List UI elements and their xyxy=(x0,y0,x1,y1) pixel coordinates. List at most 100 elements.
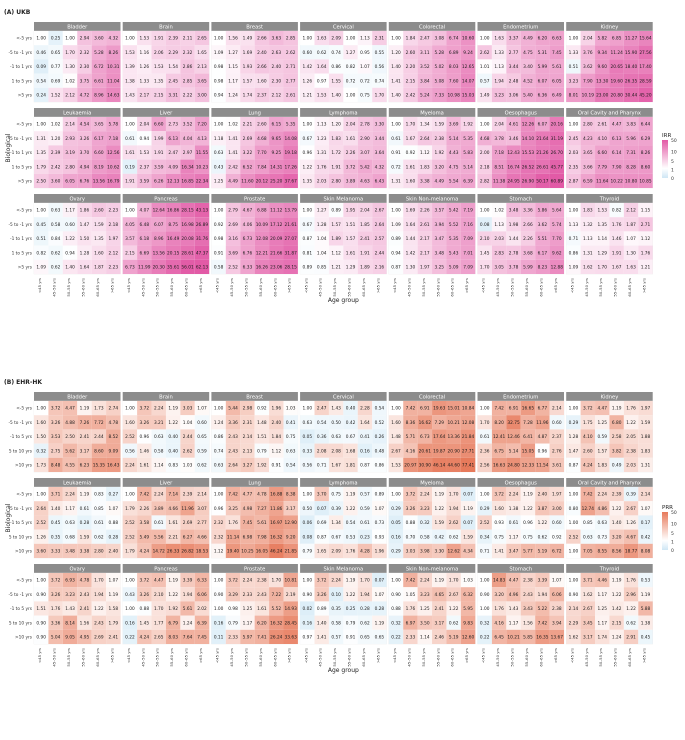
heat-cell xyxy=(62,203,78,218)
x-tick-label: <45 yrs xyxy=(37,278,42,293)
cell-label: 5.88 xyxy=(641,606,651,612)
heat-cell xyxy=(137,173,152,188)
heat-cell xyxy=(549,117,564,132)
heat-cell xyxy=(269,45,284,60)
cell-label: 2.26 xyxy=(346,150,356,156)
cell-label: 5.28 xyxy=(94,50,104,56)
cell-label: 1.05 xyxy=(406,592,416,598)
heat-cell xyxy=(535,259,550,274)
cell-label: 0.65 xyxy=(360,635,370,641)
cell-label: 4.55 xyxy=(65,463,75,469)
legend-tick-label: 5 xyxy=(671,531,674,537)
heat-cell xyxy=(34,217,49,232)
cell-label: 2.62 xyxy=(480,50,490,56)
cell-label: 17.40 xyxy=(639,64,652,70)
cell-label: 3.17 xyxy=(434,620,444,626)
panel-header xyxy=(211,108,298,117)
cell-label: 3.07 xyxy=(360,150,370,156)
heat-cell xyxy=(343,231,358,246)
cell-label: 0.84 xyxy=(51,236,61,242)
cell-label: 1.65 xyxy=(197,50,207,56)
cell-label: 6.88 xyxy=(257,208,267,214)
cell-label: 1.00 xyxy=(569,492,579,498)
cell-label: 1.00 xyxy=(125,578,135,584)
cell-label: 12.65 xyxy=(462,64,475,70)
cell-label: 14.63 xyxy=(107,93,120,99)
cell-label: 0.58 xyxy=(51,222,61,228)
heat-cell xyxy=(77,401,92,416)
cell-label: 0.63 xyxy=(331,434,341,440)
cell-label: 7.26 xyxy=(80,420,90,426)
y-tick-label: 1 to 5 yrs xyxy=(12,250,33,256)
cell-label: 1.51 xyxy=(36,606,46,612)
heat-cell xyxy=(225,59,241,74)
cell-label: 1.41 xyxy=(494,549,504,555)
cell-label: 2.03 xyxy=(317,179,327,185)
cell-label: 0.61 xyxy=(360,520,370,526)
heat-cell xyxy=(491,87,507,102)
cell-label: 2.97 xyxy=(183,150,193,156)
cell-label: 14.31 xyxy=(270,164,283,170)
cell-label: 16.62 xyxy=(419,420,432,426)
cell-label: 2.50 xyxy=(65,434,75,440)
cell-label: 15.03 xyxy=(462,93,475,99)
cell-label: 1.00 xyxy=(303,36,313,42)
heat-cell xyxy=(225,145,241,160)
heat-cell xyxy=(106,203,121,218)
cell-label: 2.60 xyxy=(583,448,593,454)
panel-title: Prostate xyxy=(244,567,265,573)
cell-label: 14.72 xyxy=(153,549,166,555)
cell-label: 5.52 xyxy=(449,222,459,228)
heat-cell xyxy=(609,45,624,60)
heat-cell xyxy=(491,245,507,260)
cell-label: 1.04 xyxy=(183,420,193,426)
heat-cell xyxy=(432,131,447,146)
heat-cell xyxy=(106,245,121,260)
cell-label: 0.29 xyxy=(391,506,401,512)
cell-label: 1.19 xyxy=(168,406,178,412)
cell-label: 0.82 xyxy=(36,250,46,256)
cell-label: 1.03 xyxy=(286,406,296,412)
cell-label: 6.29 xyxy=(641,136,651,142)
legend-tick-label: 50 xyxy=(671,510,677,516)
cell-label: 1.00 xyxy=(303,492,313,498)
cell-label: 6.72 xyxy=(94,64,104,70)
y-tick-label: <-5 yrs xyxy=(16,36,33,42)
cell-label: 56.01 xyxy=(181,265,194,271)
heat-cell xyxy=(300,31,315,46)
cell-label: 2.98 xyxy=(243,406,253,412)
cell-label: 2.90 xyxy=(360,136,370,142)
heat-cell xyxy=(283,45,298,60)
cell-label: 0.83 xyxy=(94,492,104,498)
heat-cell xyxy=(549,203,564,218)
heat-cell xyxy=(314,173,329,188)
cell-label: 1.00 xyxy=(391,406,401,412)
cell-label: 0.85 xyxy=(583,520,593,526)
cell-label: 3.30 xyxy=(434,549,444,555)
heat-cell xyxy=(343,45,358,60)
heat-cell xyxy=(432,145,447,160)
cell-label: 0.75 xyxy=(331,492,341,498)
heat-cell xyxy=(62,131,78,146)
cell-label: 1.61 xyxy=(168,520,178,526)
cell-label: 0.58 xyxy=(331,620,341,626)
cell-label: 10.23 xyxy=(196,164,209,170)
cell-label: 2.31 xyxy=(375,36,385,42)
heat-cell xyxy=(520,217,536,232)
heat-cell xyxy=(91,245,107,260)
heat-cell xyxy=(62,259,78,274)
heat-cell xyxy=(580,203,596,218)
cell-label: 0.53 xyxy=(641,578,651,584)
heat-cell xyxy=(240,117,255,132)
heat-cell xyxy=(211,117,226,132)
cell-label: 21.66 xyxy=(270,250,283,256)
cell-label: 1.39 xyxy=(125,64,135,70)
cell-label: 1.43 xyxy=(125,93,135,99)
cell-label: 1.47 xyxy=(80,222,90,228)
heat-cell xyxy=(623,131,639,146)
heat-cell xyxy=(477,131,492,146)
cell-label: 0.86 xyxy=(569,250,579,256)
heat-cell xyxy=(180,173,195,188)
